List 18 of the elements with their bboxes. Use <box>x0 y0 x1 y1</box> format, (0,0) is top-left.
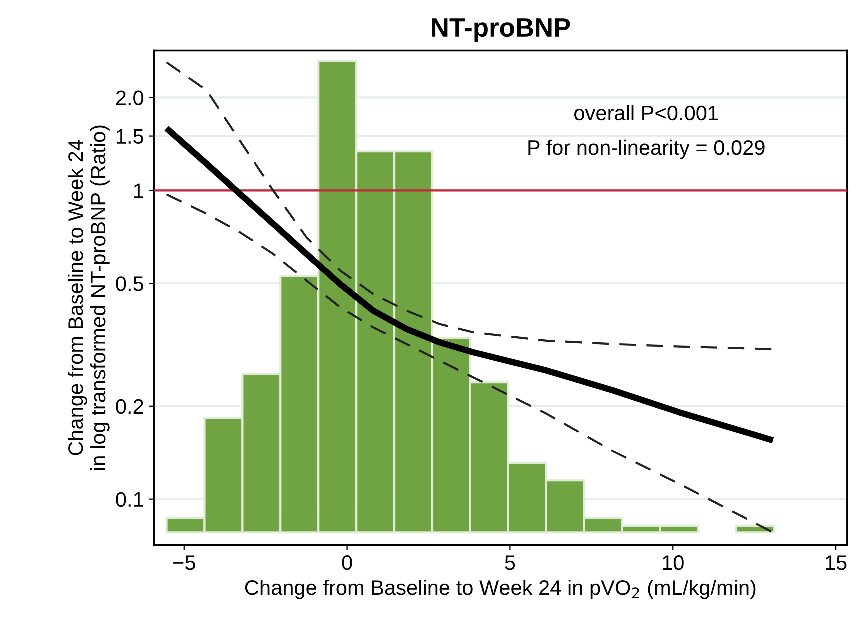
y-axis-title: Change from Baseline to Week 24 in log transformed NT-proBNP (Ratio) <box>68 126 110 470</box>
y-tick-label: 2.0 <box>116 90 144 106</box>
chart-title: NT-proBNP <box>432 18 570 42</box>
line-series <box>166 62 774 350</box>
annotation: P for non-linearity = 0.029 <box>528 140 765 160</box>
x-axis-title: Change from Baseline to Week 24 in pVO$_{2}$ (mL/kg/min) <box>245 580 756 600</box>
y-tick-label: 1 <box>134 184 144 198</box>
y-tick-label: 0.2 <box>116 399 144 414</box>
x-tick-label: 5 <box>505 556 516 570</box>
y-tick-label: 1.5 <box>116 130 144 144</box>
y-tick-label: 0.1 <box>116 492 144 508</box>
annotation: overall P<0.001 <box>574 105 718 121</box>
line-series <box>166 194 774 534</box>
x-tick-label: 15 <box>826 556 847 570</box>
y-tick-label: 0.5 <box>116 276 144 292</box>
x-tick-label: 10 <box>663 556 684 570</box>
x-tick-label: −5 <box>174 556 196 570</box>
x-tick-label: 0 <box>342 556 352 570</box>
